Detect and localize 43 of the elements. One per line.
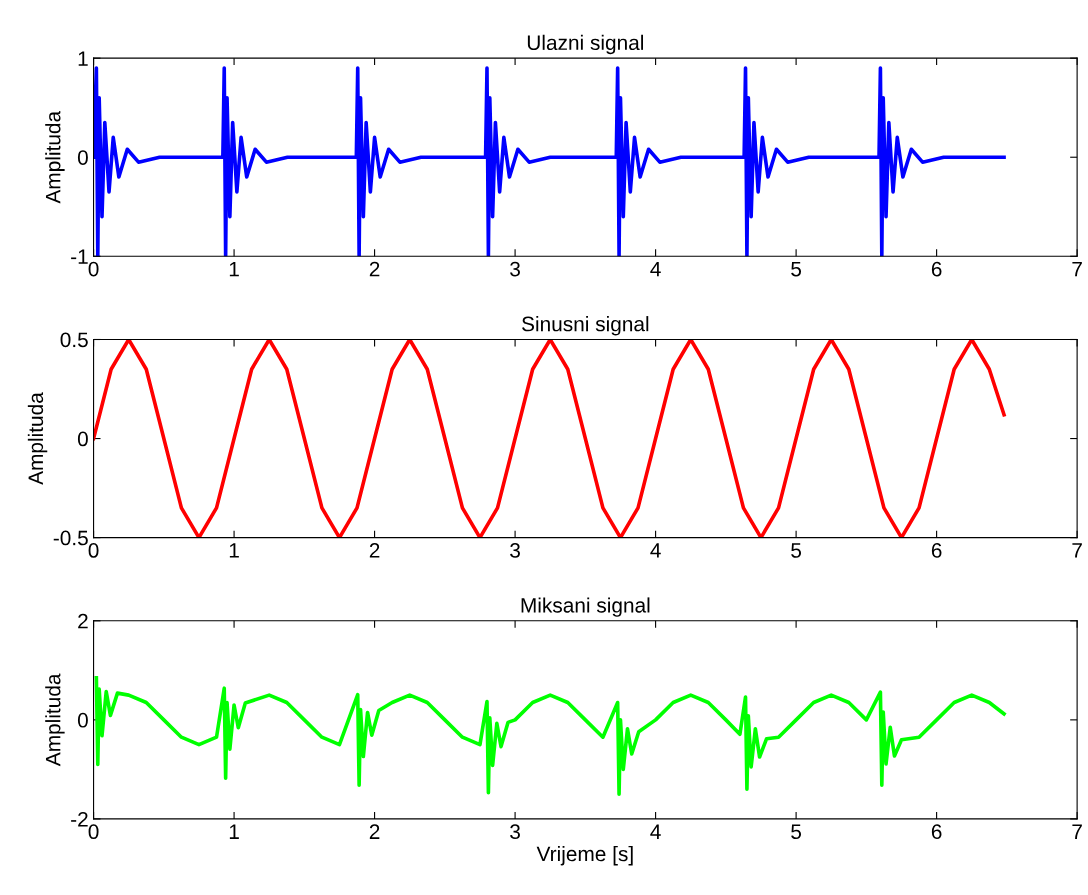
x-tick-label: 7: [1072, 824, 1082, 839]
x-tick-label: 6: [931, 543, 942, 558]
x-tick-label: 1: [229, 543, 239, 558]
x-tick-label: 5: [791, 824, 802, 840]
line-series: [93, 339, 1006, 538]
y-axis-title: Amplituda: [27, 392, 48, 485]
line-series: [93, 66, 1006, 257]
y-tick-label: 0: [77, 431, 88, 447]
x-tick-label: 1: [229, 824, 239, 839]
y-tick-label: 0.5: [60, 332, 88, 348]
x-tick-label: 4: [650, 543, 661, 558]
chart-title: Miksani signal: [521, 597, 650, 617]
y-tick-label: 0: [77, 712, 88, 728]
x-tick-label: 5: [791, 261, 802, 277]
line-series: [94, 675, 1006, 796]
y-tick-label: 1: [78, 51, 88, 66]
x-tick-label: 3: [510, 543, 520, 558]
x-tick-label: 1: [229, 261, 239, 277]
x-tick-label: 6: [931, 261, 942, 277]
x-axis-title: Vrijeme [s]: [536, 845, 633, 866]
y-tick-label: 0: [77, 150, 88, 165]
y-tick-label: -1: [71, 249, 88, 264]
y-axis-title: Amplituda: [45, 673, 65, 767]
chart-title: Ulazni signal: [527, 34, 644, 55]
x-tick-label: 0: [88, 543, 99, 558]
y-tick-label: -2: [71, 811, 88, 827]
y-tick-label: 2: [78, 613, 88, 629]
x-tick-label: 3: [510, 261, 520, 277]
x-tick-label: 4: [650, 261, 661, 277]
x-tick-label: 0: [88, 261, 99, 277]
x-tick-label: 7: [1072, 543, 1082, 558]
x-tick-label: 7: [1072, 261, 1082, 277]
chart-title: Sinusni signal: [522, 316, 649, 336]
x-tick-label: 6: [931, 824, 942, 840]
y-tick-label: -0.5: [53, 530, 88, 546]
x-tick-label: 0: [88, 824, 99, 840]
x-tick-label: 3: [510, 824, 520, 840]
x-tick-label: 5: [791, 543, 802, 558]
x-tick-label: 4: [650, 824, 661, 839]
x-tick-label: 2: [369, 543, 380, 558]
x-tick-label: 2: [369, 261, 380, 277]
y-axis-title: Amplituda: [45, 110, 65, 204]
x-tick-label: 2: [369, 824, 380, 839]
